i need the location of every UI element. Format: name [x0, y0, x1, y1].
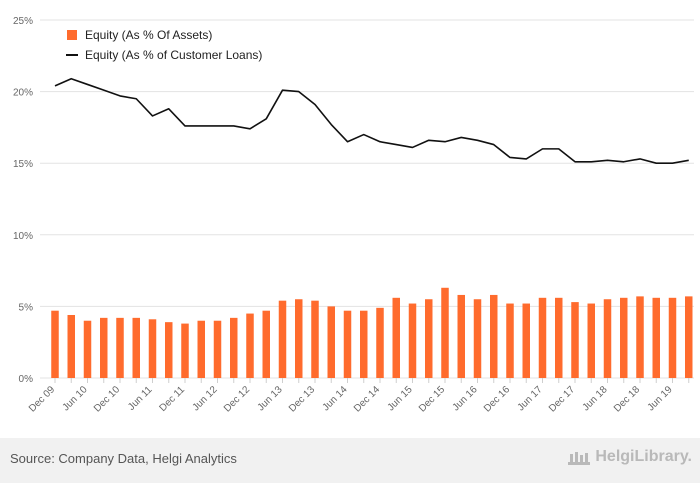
bar: [67, 314, 75, 378]
y-tick-label: 25%: [13, 16, 33, 27]
legend-swatch-bar: [67, 30, 77, 40]
bar: [360, 310, 368, 378]
bar: [181, 323, 189, 378]
y-tick-label: 15%: [13, 159, 33, 170]
x-tick-label: Dec 15: [417, 384, 447, 414]
bar: [262, 310, 270, 378]
logo-text: HelgiLibrary.: [595, 448, 692, 465]
x-tick-label: Dec 18: [612, 384, 642, 414]
grid-lines: [40, 19, 694, 379]
x-tick-label: Jun 14: [321, 384, 350, 413]
x-tick-label: Dec 09: [27, 384, 57, 414]
y-axis: 0% 5% 10% 15% 20% 25%: [13, 16, 33, 385]
bar: [587, 303, 595, 378]
y-tick-label: 10%: [13, 231, 33, 242]
bar: [506, 303, 514, 378]
bar: [652, 297, 660, 378]
x-tick-label: Jun 17: [516, 384, 545, 413]
x-tick-label: Jun 12: [191, 384, 220, 413]
bar: [425, 299, 433, 378]
line-series: [54, 77, 689, 164]
x-tick-label: Dec 12: [222, 384, 252, 414]
bar: [392, 297, 400, 378]
x-tick-label: Jun 19: [646, 384, 675, 413]
bar: [230, 317, 238, 378]
footer: Source: Company Data, Helgi Analytics He…: [0, 438, 700, 483]
bar: [148, 319, 157, 378]
y-tick-label: 20%: [13, 88, 33, 99]
source-note: Source: Company Data, Helgi Analytics: [10, 451, 237, 466]
bar: [100, 317, 108, 378]
x-tick-label: Jun 10: [61, 384, 90, 413]
x-tick-label: Dec 11: [157, 384, 187, 414]
x-tick-label: Dec 14: [352, 384, 382, 414]
bar: [603, 299, 612, 378]
bar: [165, 322, 173, 378]
bar: [668, 297, 677, 378]
x-tick-label: Jun 16: [451, 384, 480, 413]
bar: [295, 299, 303, 378]
bar: [538, 297, 547, 378]
y-tick-label: 0%: [19, 374, 34, 385]
x-tick-label: Jun 13: [256, 384, 285, 413]
x-tick-label: Jun 18: [581, 384, 610, 413]
line-path: [54, 77, 689, 164]
bar: [522, 303, 530, 378]
bar: [620, 297, 628, 378]
x-tick-label: Jun 15: [386, 384, 415, 413]
x-tick-label: Dec 13: [287, 384, 317, 414]
bar: [636, 296, 644, 378]
bar: [213, 320, 222, 378]
library-building-icon: [568, 452, 591, 465]
bar: [457, 294, 465, 378]
bar: [555, 297, 563, 378]
bar: [343, 310, 352, 378]
bar: [116, 317, 124, 378]
bar: [327, 306, 335, 378]
bar: [278, 300, 287, 378]
x-tick-label: Jun 11: [126, 384, 155, 413]
bar-series: [51, 287, 693, 378]
x-tick-label: Dec 16: [482, 384, 512, 414]
bar: [490, 294, 498, 378]
y-tick-label: 5%: [19, 302, 34, 313]
bar: [376, 307, 384, 378]
legend-label-line: Equity (As % of Customer Loans): [85, 48, 262, 62]
bar: [132, 317, 140, 378]
x-axis: Dec 09 Jun 10 Dec 10 Jun 11 Dec 11 Jun 12 Dec …: [27, 378, 690, 415]
bar: [311, 300, 319, 378]
bar: [246, 313, 254, 378]
x-tick-label: Dec 17: [547, 384, 577, 414]
bar: [408, 303, 417, 378]
bar: [571, 302, 579, 378]
bar: [197, 320, 205, 378]
x-tick-label: Dec 10: [92, 384, 122, 414]
bar: [473, 299, 482, 378]
legend: Equity (As % Of Assets) Equity (As % of C…: [66, 28, 262, 62]
bar: [441, 287, 449, 378]
legend-label-bar: Equity (As % Of Assets): [85, 28, 212, 42]
chart: 0%5%10%15%20%25% Dec 09 Jun 10 Dec 10 Jun 1…: [13, 16, 694, 415]
bar: [685, 296, 693, 378]
helgi-library-logo[interactable]: HelgiLibrary.: [567, 448, 692, 466]
bar: [83, 320, 92, 378]
bar: [51, 310, 59, 378]
